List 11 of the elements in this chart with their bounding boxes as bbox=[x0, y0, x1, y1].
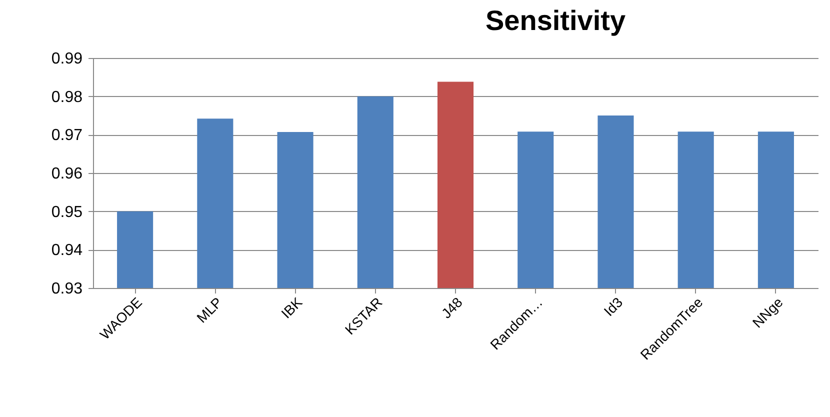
y-tick-label: 0.95 bbox=[51, 204, 83, 221]
x-tick-label: J48 bbox=[438, 294, 466, 322]
y-tick-label: 0.98 bbox=[51, 88, 83, 106]
y-tick-label: 0.99 bbox=[51, 50, 83, 68]
y-tick-label: 0.93 bbox=[51, 280, 83, 298]
chart-title: Sensitivity bbox=[485, 5, 626, 36]
x-tick-label: Id3 bbox=[600, 294, 626, 320]
x-tick-label: IBK bbox=[278, 294, 306, 322]
y-tick-label: 0.97 bbox=[51, 127, 83, 144]
y-tick-label: 0.96 bbox=[51, 166, 83, 182]
y-tick-label: 0.94 bbox=[51, 242, 83, 260]
